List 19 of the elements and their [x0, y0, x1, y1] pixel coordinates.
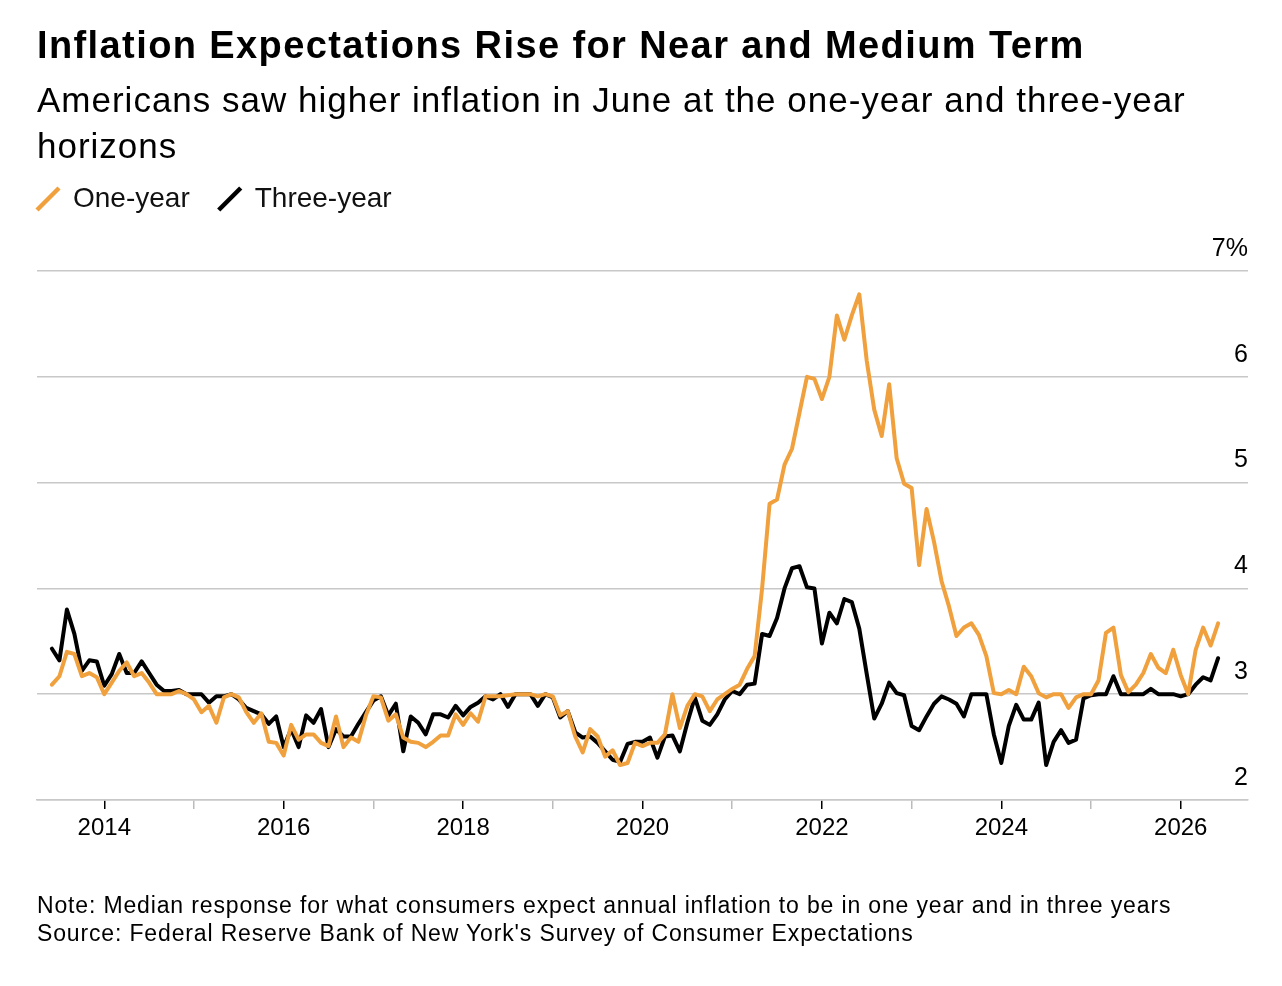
- y-tick-label: 2: [1234, 761, 1248, 790]
- x-tick-label: 2018: [436, 813, 490, 841]
- y-tick-label: 7%: [1211, 232, 1248, 261]
- x-tick-label: 2014: [77, 813, 131, 841]
- x-tick-label: 2026: [1154, 813, 1208, 841]
- legend-label: One-year: [73, 181, 190, 213]
- y-tick-label: 6: [1234, 338, 1248, 367]
- y-tick-label: 5: [1234, 444, 1248, 473]
- y-tick-label: 4: [1234, 550, 1249, 579]
- chart-subtitle: Americans saw higher inflation in June at the one-year and three-year horizons: [37, 79, 1187, 167]
- x-tick-label: 2022: [795, 813, 849, 841]
- source-note: Source: Federal Reserve Bank of New York's Survey of Consumer Expectations: [37, 919, 915, 947]
- chart-title: Inflation Expectations Rise for Near and Medium Term: [37, 23, 1085, 67]
- x-tick-label: 2020: [615, 813, 670, 841]
- legend-label: Three-year: [254, 181, 392, 213]
- x-tick-label: 2024: [974, 813, 1029, 841]
- text: Note: Median response for what consumers expect annual inflation to be in one year and in three years: [37, 891, 1172, 919]
- y-tick-label: 3: [1234, 656, 1248, 685]
- x-tick-label: 2016: [256, 813, 311, 841]
